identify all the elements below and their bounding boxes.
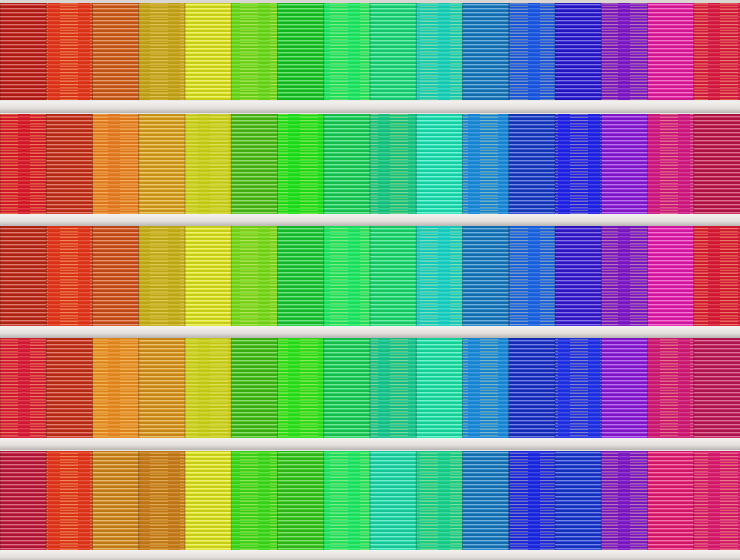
blind-slats (231, 451, 278, 551)
blind-slats (277, 0, 325, 100)
blind-slats (92, 114, 140, 214)
blind-slats (693, 0, 740, 100)
blind-slats (277, 451, 325, 551)
blind-slats (185, 0, 232, 100)
blind-slats (231, 338, 278, 438)
blind-slats (323, 226, 371, 326)
blind-slats (138, 338, 186, 438)
blind-slats (185, 114, 232, 214)
blind-slats (138, 226, 186, 326)
blind-slats (693, 114, 740, 214)
blind-slats (277, 114, 325, 214)
shelf-bar (0, 214, 740, 226)
blind-slats (370, 226, 417, 326)
blind-slats (92, 338, 140, 438)
blind-slats (462, 226, 510, 326)
blind-slats (231, 226, 278, 326)
blind-slats (185, 226, 232, 326)
blind-slats (693, 451, 740, 551)
blind-slats (508, 451, 556, 551)
blind-slats (370, 451, 417, 551)
blind-slats (693, 226, 740, 326)
blind-slats (555, 0, 602, 100)
blind-slats (0, 226, 47, 326)
blind-slats (601, 0, 648, 100)
blind-slats (508, 338, 556, 438)
blind-slats (370, 114, 417, 214)
blind-slats (647, 451, 695, 551)
blind-slats (601, 226, 648, 326)
blind-slats (370, 338, 417, 438)
blind-slats (462, 0, 510, 100)
shelf-bar (0, 550, 740, 560)
blind-slats (0, 338, 47, 438)
shelf-bar (0, 326, 740, 338)
blind-slats (0, 114, 47, 214)
blind-slats (231, 0, 278, 100)
blind-slats (647, 114, 695, 214)
blind-slats (462, 338, 510, 438)
blind-slats (601, 338, 648, 438)
blind-slats (92, 451, 140, 551)
blind-slats (323, 451, 371, 551)
blind-slats (323, 0, 371, 100)
blind-slats (46, 451, 93, 551)
blind-slats (46, 114, 93, 214)
blind-slats (508, 114, 556, 214)
blind-slats (185, 338, 232, 438)
blind-slats (0, 451, 47, 551)
blind-slats (462, 114, 510, 214)
blind-slats (138, 114, 186, 214)
shelf-bar (0, 101, 740, 113)
blind-slats (647, 0, 695, 100)
blind-slats (416, 0, 463, 100)
blind-slats (416, 338, 463, 438)
blind-slats (46, 338, 93, 438)
blind-slats (601, 451, 648, 551)
blind-slats (138, 451, 186, 551)
blind-slats (0, 0, 47, 100)
blind-slats (416, 114, 463, 214)
blind-slats (647, 338, 695, 438)
blind-slats (555, 114, 602, 214)
blind-slats (323, 114, 371, 214)
blind-slats (555, 338, 602, 438)
blind-slats (46, 0, 93, 100)
blind-slats (92, 226, 140, 326)
blind-slats (416, 226, 463, 326)
blind-slats (416, 451, 463, 551)
blind-slats (138, 0, 186, 100)
blind-slats (555, 451, 602, 551)
blind-slats (185, 451, 232, 551)
blind-slats (462, 451, 510, 551)
blind-slats (508, 0, 556, 100)
blind-slats (46, 226, 93, 326)
top-edge (0, 0, 740, 3)
blind-slats (92, 0, 140, 100)
shelf-bar (0, 438, 740, 450)
blind-slats (323, 338, 371, 438)
blind-slats (693, 338, 740, 438)
blind-slats (555, 226, 602, 326)
blind-slats (277, 226, 325, 326)
blind-slats (370, 0, 417, 100)
blind-slats (647, 226, 695, 326)
blind-slats (508, 226, 556, 326)
blind-slats (277, 338, 325, 438)
blind-slats (601, 114, 648, 214)
blind-slats (231, 114, 278, 214)
